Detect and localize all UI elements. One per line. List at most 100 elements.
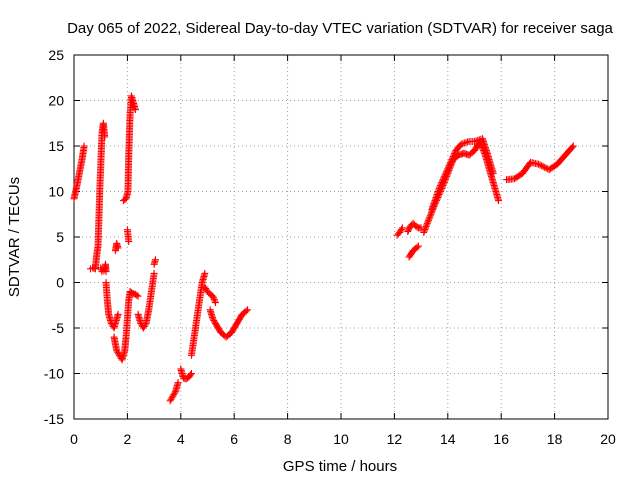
y-tick-label: 10 xyxy=(48,184,64,200)
data-point xyxy=(539,163,547,171)
data-point xyxy=(448,154,456,162)
data-point xyxy=(449,153,457,161)
data-points xyxy=(70,92,577,405)
data-segment-seg-10 xyxy=(134,269,158,332)
data-segment-seg-03 xyxy=(97,260,110,276)
data-segment-seg-14 xyxy=(187,269,209,359)
data-point xyxy=(450,151,458,159)
data-point xyxy=(398,225,406,233)
y-tick-label: -10 xyxy=(44,366,64,382)
data-point xyxy=(440,172,448,180)
data-point xyxy=(423,221,431,229)
data-point xyxy=(425,215,433,223)
x-tick-label: 2 xyxy=(124,431,132,447)
data-point xyxy=(169,392,177,400)
data-point xyxy=(131,106,139,114)
data-point xyxy=(439,175,447,183)
x-tick-label: 10 xyxy=(333,431,349,447)
data-point xyxy=(438,178,446,186)
data-point xyxy=(133,291,141,299)
x-axis-label: GPS time / hours xyxy=(283,458,397,475)
x-tick-label: 14 xyxy=(440,431,456,447)
data-point xyxy=(448,156,456,164)
data-point xyxy=(438,177,446,185)
chart-title: Day 065 of 2022, Sidereal Day-to-day VTE… xyxy=(67,20,613,37)
data-point xyxy=(242,307,250,315)
data-point xyxy=(422,224,430,232)
data-point xyxy=(436,183,444,191)
data-point xyxy=(489,169,497,177)
y-axis-label: SDTVAR / TECUs xyxy=(6,177,23,297)
data-point xyxy=(134,292,142,300)
data-point xyxy=(101,133,109,141)
data-point xyxy=(421,225,429,233)
data-point xyxy=(420,228,428,236)
data-point xyxy=(187,370,195,377)
data-point xyxy=(151,256,159,264)
data-point xyxy=(210,295,218,303)
data-point xyxy=(174,379,182,387)
y-tick-label: -15 xyxy=(44,411,64,427)
data-point xyxy=(569,142,577,150)
axis-ticks xyxy=(73,54,609,420)
x-tick-label: 16 xyxy=(493,431,509,447)
data-point xyxy=(440,174,448,182)
data-point xyxy=(425,216,433,224)
data-point xyxy=(171,389,179,397)
y-tick-label: 0 xyxy=(56,275,64,291)
data-point xyxy=(447,157,455,165)
data-point xyxy=(396,228,404,236)
data-segment-seg-17 xyxy=(393,224,406,239)
data-point xyxy=(166,397,174,405)
data-point xyxy=(113,347,121,355)
x-tick-label: 20 xyxy=(600,431,616,447)
data-point xyxy=(535,160,543,168)
data-point xyxy=(187,371,195,379)
data-segment-seg-12 xyxy=(166,379,182,405)
data-point xyxy=(140,322,148,330)
data-point xyxy=(80,142,88,150)
data-point xyxy=(568,143,576,151)
data-point xyxy=(495,197,503,205)
data-point xyxy=(444,163,452,171)
data-point xyxy=(443,166,451,174)
data-point xyxy=(436,181,444,189)
data-point xyxy=(442,168,450,176)
data-point xyxy=(442,169,450,177)
y-tick-label: 20 xyxy=(48,93,64,109)
data-point xyxy=(424,218,432,226)
data-point xyxy=(541,163,549,171)
x-tick-label: 4 xyxy=(177,431,185,447)
data-point xyxy=(427,210,435,218)
data-point xyxy=(536,161,544,169)
data-point xyxy=(210,316,218,324)
data-segment-seg-08 xyxy=(123,226,133,246)
data-segment-seg-13 xyxy=(177,365,195,383)
data-point xyxy=(170,391,178,399)
data-point xyxy=(114,310,122,318)
data-point xyxy=(398,224,406,232)
data-point xyxy=(422,222,430,230)
data-segment-seg-09 xyxy=(126,288,142,300)
y-tick-label: 5 xyxy=(56,229,64,245)
data-segment-seg-19 xyxy=(405,242,422,261)
data-point xyxy=(212,299,220,307)
data-point xyxy=(202,285,210,293)
data-point xyxy=(201,283,209,291)
y-tick-label: -5 xyxy=(52,320,65,336)
data-segment-seg-16 xyxy=(206,306,252,341)
data-point xyxy=(397,227,405,235)
data-point xyxy=(114,244,122,252)
data-segment-seg-15 xyxy=(201,283,220,307)
data-point xyxy=(210,294,218,302)
data-point xyxy=(114,348,122,356)
data-point xyxy=(139,324,147,332)
data-point xyxy=(445,162,453,170)
y-tick-label: 15 xyxy=(48,138,64,154)
x-axis-tick-labels: 0 2 4 6 8 10 12 14 16 18 20 xyxy=(70,431,616,447)
data-point xyxy=(413,243,421,251)
data-segment-seg-04 xyxy=(102,279,122,332)
data-point xyxy=(414,242,422,250)
